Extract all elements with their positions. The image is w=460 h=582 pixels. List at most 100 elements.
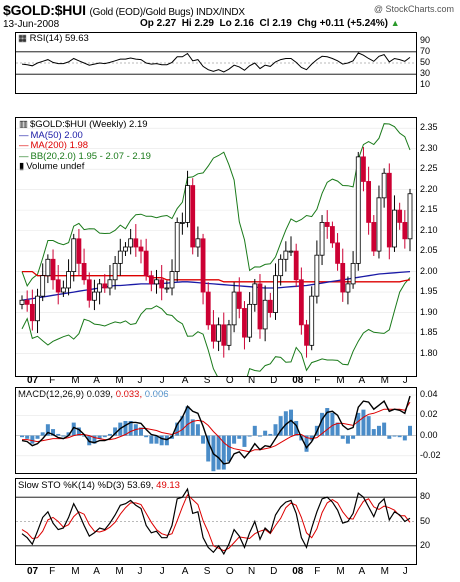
macd-tick-label: -0.02 bbox=[420, 449, 441, 460]
candle-up bbox=[107, 279, 113, 289]
price-tick-label: 2.20 bbox=[420, 183, 438, 194]
candle-down bbox=[159, 279, 165, 289]
x-axis-label: S bbox=[203, 566, 211, 577]
candle-up bbox=[252, 283, 258, 305]
candle-up bbox=[185, 185, 190, 223]
candle-down bbox=[76, 238, 82, 264]
sto-d-line bbox=[21, 493, 411, 552]
candle-up bbox=[112, 262, 118, 281]
macd-histogram-bar bbox=[45, 424, 50, 436]
open-value: Op 2.27 bbox=[140, 18, 177, 29]
macd-histogram-bar bbox=[294, 420, 299, 436]
sto-tick-label: 20 bbox=[420, 539, 431, 550]
macd-histogram-bar bbox=[402, 435, 407, 441]
candle-down bbox=[148, 275, 154, 285]
x-axis-label: D bbox=[270, 566, 278, 577]
candle-down bbox=[242, 308, 247, 338]
macd-histogram-bar bbox=[25, 435, 30, 439]
candle-down bbox=[102, 283, 108, 289]
candle-up bbox=[40, 275, 46, 297]
candle-down bbox=[361, 156, 366, 182]
macd-histogram-bar bbox=[263, 430, 268, 436]
ma200-line bbox=[22, 270, 411, 283]
legend-text: $GOLD:$HUI (Weekly) 2.19 bbox=[29, 119, 148, 130]
macd-histogram-bar bbox=[268, 433, 273, 436]
candle-up bbox=[283, 250, 289, 260]
macd-histogram-bar bbox=[138, 427, 143, 436]
macd-histogram-bar bbox=[247, 435, 252, 437]
candle-down bbox=[329, 226, 335, 244]
macd-histogram-bar bbox=[304, 435, 309, 452]
candle-up bbox=[392, 209, 397, 248]
rsi-tick-label: 90 bbox=[420, 34, 431, 45]
legend-swatch: — bbox=[19, 140, 29, 151]
price-tick-label: 1.80 bbox=[420, 347, 438, 358]
candle-down bbox=[29, 303, 35, 322]
candle-down bbox=[257, 283, 263, 330]
macd-histogram-bar bbox=[335, 422, 340, 436]
x-axis-label: M bbox=[380, 375, 389, 386]
x-axis-label: J bbox=[159, 375, 165, 386]
legend-text: MA(50) 2.00 bbox=[30, 129, 83, 141]
candle-down bbox=[221, 324, 227, 346]
macd-histogram-bar bbox=[56, 433, 61, 436]
macd-histogram-bar bbox=[76, 427, 81, 436]
rsi-tick-label: 30 bbox=[420, 68, 431, 79]
candle-up bbox=[407, 193, 413, 240]
candle-up bbox=[174, 222, 180, 272]
sto-label-main: Slow STO %K(14) %D(3) 53.69, bbox=[18, 480, 157, 491]
candle-up bbox=[60, 287, 66, 293]
macd-tick-label: 0.02 bbox=[420, 409, 438, 420]
candle-down bbox=[397, 209, 403, 223]
candle-down bbox=[386, 172, 392, 248]
x-axis-label: F bbox=[314, 566, 321, 577]
macd-histogram-bar bbox=[257, 435, 262, 437]
macd-histogram-bar bbox=[382, 422, 387, 436]
macd-histogram-bar bbox=[325, 408, 330, 436]
x-axis-label: M bbox=[115, 375, 124, 386]
candle-up bbox=[35, 295, 40, 322]
macd-histogram-bar bbox=[102, 435, 107, 438]
candle-up bbox=[117, 250, 123, 264]
candle-up bbox=[154, 279, 159, 285]
bb-lower-line bbox=[21, 277, 411, 376]
low-value: Lo 2.16 bbox=[219, 18, 254, 29]
x-axis-label: 07 bbox=[27, 566, 39, 577]
price-tick-label: 2.25 bbox=[420, 163, 438, 174]
candle-down bbox=[293, 250, 299, 281]
macd-histogram-bar bbox=[206, 435, 211, 462]
rsi-panel: ▦ RSI(14) 59.63 90 70 50 30 10 bbox=[15, 32, 430, 94]
candle-down bbox=[236, 291, 242, 309]
macd-panel: MACD(12,26,9) 0.039, 0.033, 0.006 0.04 0.… bbox=[15, 387, 441, 474]
bb-upper-line bbox=[21, 123, 411, 287]
candle-up bbox=[376, 197, 382, 252]
x-axis-label: M bbox=[115, 566, 124, 577]
plot-area bbox=[16, 487, 416, 556]
sto-k-line bbox=[21, 487, 411, 556]
x-axis-label: F bbox=[49, 566, 56, 577]
x-axis-label: J bbox=[402, 375, 408, 386]
candle-down bbox=[205, 291, 211, 326]
rsi-icon: ▦ bbox=[18, 33, 27, 44]
macd-histogram-bar bbox=[366, 416, 371, 436]
macd-histogram-bar bbox=[252, 425, 257, 436]
candle-up bbox=[314, 254, 320, 297]
candle-up bbox=[128, 238, 134, 248]
macd-histogram-bar bbox=[97, 435, 102, 439]
x-axis-label: 08 bbox=[292, 375, 304, 386]
macd-histogram-bar bbox=[92, 435, 97, 444]
ohlc-readout: Op 2.27 Hi 2.29 Lo 2.16 Cl 2.19 Chg +0.1… bbox=[140, 18, 400, 29]
brand-watermark: @ StockCharts.com bbox=[373, 4, 454, 14]
macd-histogram-bar bbox=[35, 435, 40, 439]
macd-histogram-bar bbox=[356, 412, 361, 436]
rsi-tick-label: 70 bbox=[420, 45, 431, 56]
symbol-description: (Gold (EOD)/Gold Bugs) INDX/INDX bbox=[89, 7, 246, 18]
macd-histogram-bar bbox=[216, 435, 221, 470]
candle-up bbox=[195, 238, 201, 248]
high-value: Hi 2.29 bbox=[181, 18, 214, 29]
macd-histogram-bar bbox=[195, 424, 200, 436]
sto-tick-label: 50 bbox=[420, 515, 431, 526]
macd-histogram-bar bbox=[397, 435, 402, 438]
macd-histogram-bar bbox=[278, 416, 283, 436]
macd-histogram-bar bbox=[30, 435, 35, 444]
